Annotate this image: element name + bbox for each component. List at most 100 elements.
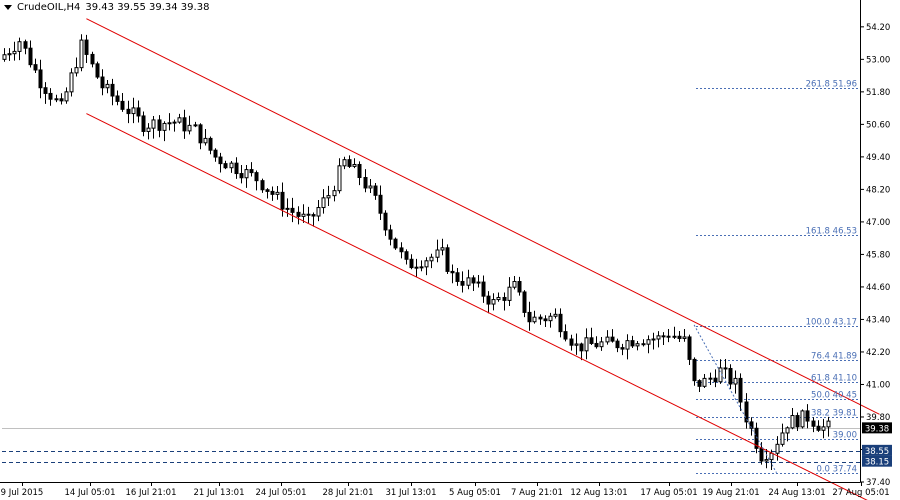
ohlc-readout: 39.43 39.55 39.34 39.38	[85, 2, 210, 13]
candle-body	[630, 340, 635, 347]
candle-body	[136, 107, 141, 117]
candle-body	[512, 281, 517, 288]
candle-body	[708, 377, 713, 380]
level-tag: 38.55	[865, 447, 889, 457]
candle-body	[548, 315, 553, 322]
y-tick-label: 44.60	[866, 283, 890, 293]
candle-body	[424, 260, 429, 268]
candle-body	[574, 343, 579, 346]
candle-body	[563, 331, 568, 340]
candle-body	[280, 191, 285, 210]
candle-body	[352, 163, 357, 167]
candle-body	[723, 367, 728, 370]
y-tick-label: 43.40	[866, 315, 890, 325]
candle-body	[23, 41, 28, 49]
candle-body	[38, 69, 43, 89]
candle-body	[517, 281, 522, 293]
candle-body	[306, 213, 311, 216]
candle-body	[69, 72, 74, 93]
fibonacci-labels: 261.8 51.96 161.8 46.53 100.0 43.17 76.4 41…	[806, 80, 857, 475]
candle-body	[713, 377, 718, 383]
dropdown-triangle-icon[interactable]	[4, 5, 12, 10]
candle-body	[162, 122, 167, 131]
candle-body	[496, 296, 501, 301]
candle-body	[414, 266, 419, 269]
candle-body	[522, 291, 527, 313]
candle-body	[126, 108, 131, 115]
candle-body	[296, 211, 301, 217]
candle-body	[115, 95, 120, 102]
candle-body	[244, 169, 249, 179]
fib-label: 61.8 41.10	[811, 374, 857, 384]
candle-body	[43, 87, 48, 94]
fib-label: 50.0 40.45	[811, 391, 857, 401]
candle-body	[429, 256, 434, 262]
y-tick-label: 41.00	[866, 380, 890, 390]
candle-body	[471, 277, 476, 284]
candle-body	[661, 335, 666, 338]
y-tick-label: 49.40	[866, 153, 890, 163]
x-tick-label: 7 Aug 21:01	[511, 488, 563, 498]
candle-body	[728, 367, 733, 385]
candle-body	[460, 280, 465, 286]
fib-label: 39.00	[833, 431, 857, 441]
x-tick-label: 12 Aug 13:01	[570, 488, 627, 498]
candle-body	[811, 420, 816, 427]
candle-body	[697, 380, 702, 387]
candle-body	[120, 100, 125, 110]
candle-body	[738, 377, 743, 403]
candle-body	[790, 415, 795, 429]
candle-body	[538, 316, 543, 320]
price-channel[interactable]	[86, 18, 880, 500]
candle-body	[486, 295, 491, 305]
y-tick-label: 42.20	[866, 348, 890, 358]
candle-body	[110, 83, 115, 97]
candle-body	[435, 249, 440, 258]
candle-body	[95, 63, 100, 78]
candle-body	[584, 337, 589, 352]
fib-label: 261.8 51.96	[806, 80, 857, 90]
candle-body	[399, 247, 404, 253]
candle-body	[702, 377, 707, 387]
candle-body	[79, 39, 84, 69]
x-tick-label: 9 Jul 2015	[1, 488, 44, 498]
candle-body	[605, 336, 610, 343]
candle-body	[290, 207, 295, 213]
candle-body	[754, 427, 759, 449]
fib-label: 76.4 41.89	[811, 352, 857, 362]
candle-body	[157, 119, 162, 131]
chart-header: CrudeOIL,H4 39.43 39.55 39.34 39.38	[4, 2, 212, 13]
candle-body	[234, 162, 239, 175]
candle-body	[363, 177, 368, 189]
candle-body	[223, 163, 228, 169]
candle-body	[311, 214, 316, 217]
candle-body	[218, 156, 223, 165]
candle-body	[388, 229, 393, 240]
candle-body	[28, 47, 33, 66]
level-tag: 38.15	[865, 458, 889, 468]
candle-body	[579, 343, 584, 352]
x-tick-label: 31 Jul 13:01	[386, 488, 437, 498]
x-tick-label: 24 Aug 13:01	[768, 488, 825, 498]
x-tick-label: 19 Aug 21:01	[702, 488, 759, 498]
candle-body	[651, 338, 656, 341]
candle-body	[419, 266, 424, 269]
candle-body	[285, 207, 290, 210]
y-tick-label: 51.80	[866, 88, 890, 98]
x-tick-label: 5 Aug 05:01	[449, 488, 501, 498]
candle-body	[672, 335, 677, 338]
candle-body	[182, 117, 187, 132]
candle-body	[646, 339, 651, 345]
candle-body	[620, 347, 625, 350]
candle-body	[337, 165, 342, 192]
candle-body	[33, 64, 38, 71]
y-tick-label: 45.80	[866, 250, 890, 260]
candle-body	[491, 299, 496, 305]
candle-body	[347, 159, 352, 167]
candle-body	[378, 194, 383, 214]
x-tick-label: 21 Jul 13:01	[194, 488, 245, 498]
candle-body	[532, 316, 537, 323]
candle-body	[749, 421, 754, 429]
candle-body	[146, 127, 151, 132]
